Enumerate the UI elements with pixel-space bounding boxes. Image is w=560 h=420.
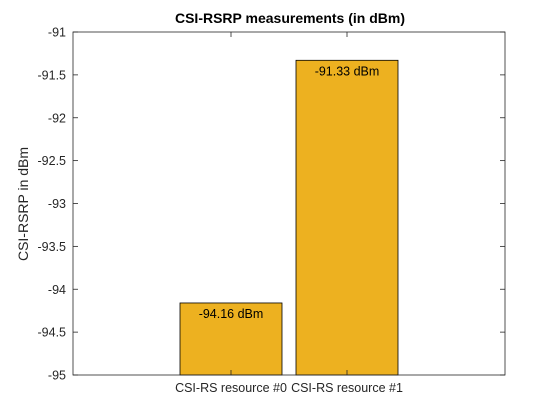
- plot-area: -94.16 dBm CSI-RS resource #0 -91.33 dBm CS…: [38, 26, 506, 395]
- y-axis-label: CSI-RSRP in dBm: [15, 147, 31, 261]
- y-tick-label-0: -91: [48, 26, 66, 40]
- x-tick-label-1: CSI-RS resource #1: [291, 381, 403, 395]
- y-tick-label-5: -93.5: [38, 240, 67, 254]
- x-tick-label-0: CSI-RS resource #0: [175, 381, 287, 395]
- data-label-1: -91.33 dBm: [315, 64, 380, 78]
- bar-0: [179, 302, 283, 376]
- y-tick-label-3: -92.5: [38, 154, 67, 168]
- data-label-0: -94.16 dBm: [199, 307, 264, 321]
- axes-box: [72, 31, 506, 376]
- y-tick-label-8: -95: [48, 369, 66, 383]
- chart-title: CSI-RSRP measurements (in dBm): [175, 10, 405, 26]
- y-tick-label-6: -94: [48, 283, 66, 297]
- y-tick-label-2: -92: [48, 111, 66, 125]
- y-tick-label-7: -94.5: [38, 326, 67, 340]
- bar-1: [295, 59, 399, 376]
- y-tick-label-1: -91.5: [38, 68, 67, 82]
- y-tick-label-4: -93: [48, 197, 66, 211]
